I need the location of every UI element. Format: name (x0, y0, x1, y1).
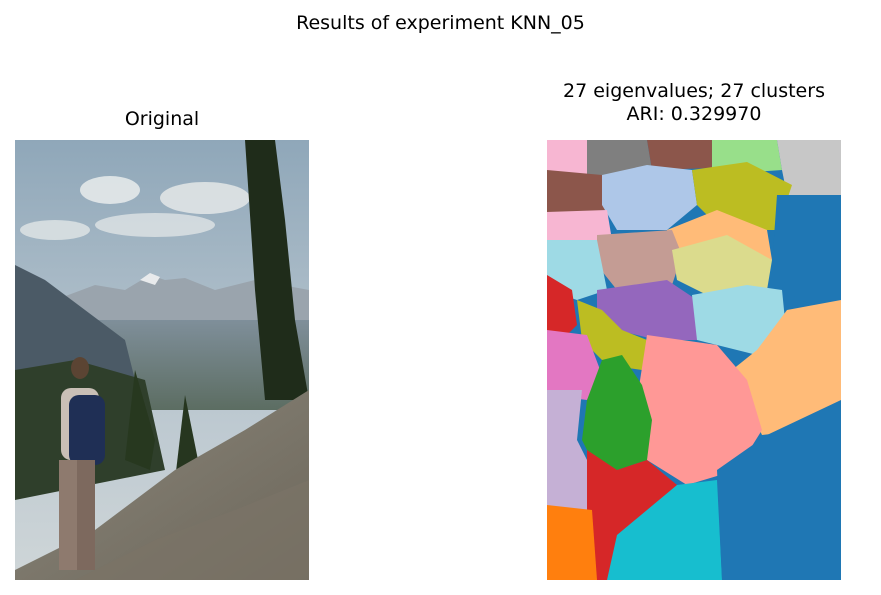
original-image (15, 140, 309, 580)
cluster-region (547, 170, 607, 215)
cluster-region (577, 300, 647, 370)
cluster-region (672, 235, 772, 300)
cluster-region (547, 275, 577, 340)
cloud (160, 182, 250, 214)
cluster-region (772, 195, 841, 310)
cluster-region (587, 450, 677, 580)
cluster-region (547, 505, 597, 580)
cluster-region (547, 330, 602, 400)
cluster-region (547, 140, 587, 175)
cloud (20, 220, 90, 240)
tree (175, 395, 200, 480)
segmentation-image (547, 140, 841, 580)
cluster-region (597, 230, 682, 290)
tall-tree (245, 140, 309, 400)
tree (125, 370, 155, 470)
segmentation-panel-title: 27 eigenvalues; 27 clusters ARI: 0.32997… (480, 80, 881, 126)
cluster-region (602, 165, 697, 230)
cluster-region (732, 300, 841, 435)
hiker-leg (77, 460, 95, 570)
segmentation-title-line1: 27 eigenvalues; 27 clusters (563, 80, 825, 102)
cluster-region (637, 335, 762, 485)
hiker-leg (59, 460, 77, 570)
segmentation-title-line2: ARI: 0.329970 (626, 103, 762, 125)
cluster-region (717, 400, 841, 580)
cluster-region (692, 285, 787, 355)
figure-title: Results of experiment KNN_05 (296, 12, 585, 34)
cluster-region (597, 280, 697, 340)
cloud (80, 176, 140, 204)
cluster-region (582, 355, 652, 470)
cluster-region (777, 140, 841, 200)
hiker-head (71, 357, 89, 379)
cluster-region (547, 390, 592, 510)
cluster-region (647, 140, 712, 170)
cluster-region (607, 480, 722, 580)
rocks (75, 480, 309, 580)
snow-peak (140, 273, 160, 285)
cloud (95, 213, 215, 237)
original-panel-title: Original (124, 108, 200, 130)
backpack (69, 395, 105, 465)
